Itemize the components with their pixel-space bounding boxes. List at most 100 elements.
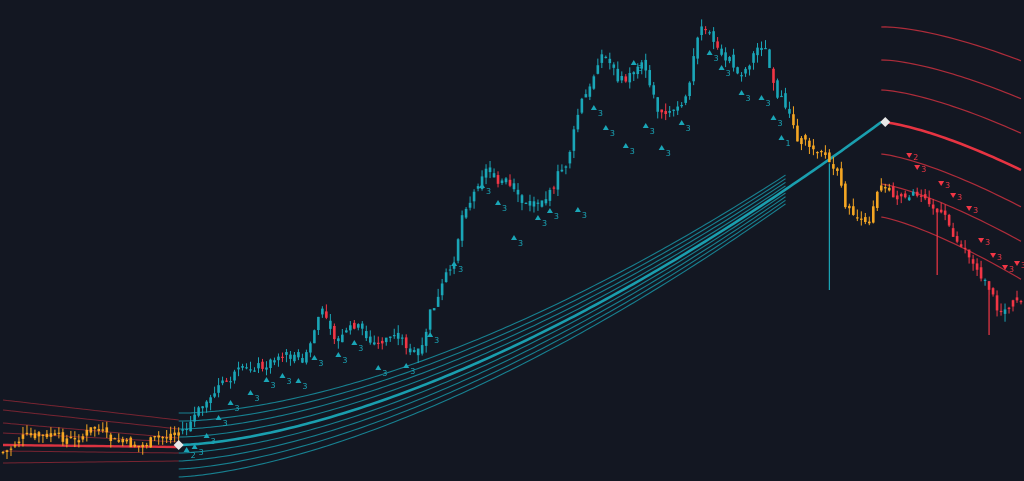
signal-count-label: 3 [358,344,363,353]
candle-body [81,436,85,440]
candle-body [875,191,879,208]
candle-body [289,354,292,359]
candle-body [895,195,899,200]
candle-body [177,432,180,436]
bear-band-line [881,153,1022,208]
candle-body [257,363,260,369]
candle-body [584,94,588,98]
candle-body [911,191,915,196]
candle-body [297,352,300,358]
candle-body [424,331,428,346]
candle-body [117,440,121,442]
candle-body [616,68,620,82]
candle-body [564,166,568,168]
candle-body [528,201,532,206]
signal-count-label: 3 [957,193,962,202]
candle-body [169,433,172,441]
candle-body [820,151,823,153]
candle-body [748,65,751,70]
candle-body [221,380,224,384]
candle-body [999,310,1003,313]
candle-body [800,138,803,145]
bear-signal-triangle [978,238,985,243]
candle-body [97,428,101,431]
candle-body [995,295,999,311]
candle-body [907,197,911,201]
signal-count-label: 3 [486,187,491,196]
candle-body [109,434,113,441]
candle-body [776,80,779,98]
signal-count-label: 3 [342,356,347,365]
trend-switch-diamond [880,117,891,127]
candle-body [321,308,324,315]
candle-body [636,66,640,75]
candle-body [396,332,400,339]
candle-body [468,202,472,208]
bull-band-line [178,199,786,470]
candle-body [145,445,149,447]
candle-body [608,58,612,64]
candle-body [153,436,157,438]
candle-body [864,217,867,223]
candle-body [480,176,484,190]
candle-body [436,296,440,307]
candle-body [544,199,548,204]
candles [1,19,1023,459]
left-band-line [2,409,179,430]
candle-body [516,189,520,195]
signal-count-label: 3 [1021,261,1024,270]
candle-body [939,209,943,213]
candle-body [185,428,188,431]
candle-body [736,67,739,74]
candle-body [923,194,927,199]
candle-body [720,48,723,55]
signal-count-label: 3 [286,377,291,386]
candle-body [652,85,656,95]
candle-body [364,331,368,339]
left-band-line [2,399,179,421]
candle-body [13,445,17,447]
candle-body [492,173,496,178]
candle-body [716,41,719,48]
candle-body [237,367,240,370]
candle-body [17,441,21,444]
candle-body [137,445,141,448]
signal-count-label: 3 [318,359,323,368]
signal-count-label: 3 [973,206,978,215]
candle-body [89,427,93,433]
bull-signal-triangle [622,143,629,148]
candle-body [317,316,320,330]
candle-body [500,180,504,184]
candle-body [33,433,37,439]
candle-body [536,202,540,204]
candle-body [975,263,979,270]
bull-signal-triangle [495,200,502,205]
candle-body [788,108,791,114]
signal-count-label: 3 [270,381,275,390]
candle-body [628,73,632,83]
signal-count-label: 3 [502,204,507,213]
candle-body [508,179,512,186]
candle-body [357,324,360,328]
candle-body [201,406,204,409]
signal-count-label: 3 [997,253,1002,262]
candle-body [732,54,735,68]
candle-body [472,191,476,202]
candle-body [85,429,89,436]
candle-body [780,95,783,98]
signal-count-label: 3 [777,119,782,128]
candle-body [233,371,236,381]
bull-signal-triangle [630,60,637,65]
candle-body [504,178,508,183]
signal-count-label: 3 [211,437,216,446]
candle-body [25,432,29,435]
bear-band-line [881,59,1022,100]
candle-body [867,221,871,224]
candle-body [341,334,344,343]
candle-body [41,434,45,436]
candle-body [768,49,771,68]
signal-count-label: 3 [302,382,307,391]
candle-body [49,433,53,437]
